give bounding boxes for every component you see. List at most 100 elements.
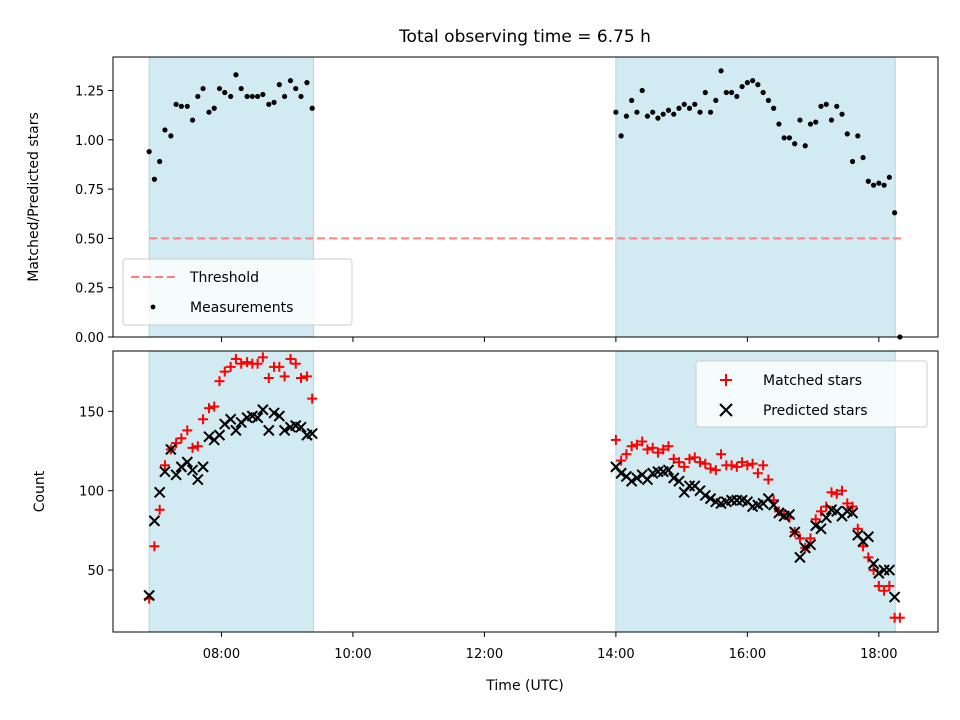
measurement-point	[298, 93, 304, 100]
predicted-star-marker	[668, 472, 680, 484]
matched-star-marker	[616, 455, 627, 466]
matched-star-marker	[149, 541, 160, 552]
measurement-point	[276, 82, 282, 88]
measurement-point	[834, 103, 840, 109]
matched-star-marker	[621, 449, 632, 460]
measurement-point	[178, 103, 184, 109]
matched-star-marker	[689, 452, 700, 463]
matched-star-marker	[257, 352, 268, 363]
observing-window-band	[148, 350, 314, 633]
measurement-point	[162, 127, 168, 133]
measurement-point	[860, 154, 866, 161]
y-tick-label: 0.25	[75, 282, 104, 297]
measurement-point	[613, 109, 619, 115]
matched-star-marker	[626, 441, 637, 452]
matched-star-marker	[658, 444, 669, 455]
predicted-star-marker	[888, 591, 901, 603]
bottom-axes-frame	[112, 350, 939, 633]
measurement-point	[173, 101, 179, 107]
measurement-point	[797, 117, 803, 123]
measurement-point	[195, 93, 201, 100]
matched-star-marker	[679, 461, 690, 472]
measurement-point	[660, 111, 666, 117]
predicted-star-marker	[295, 421, 307, 433]
matched-star-marker	[203, 403, 214, 414]
measurement-point	[881, 182, 887, 188]
predicted-star-marker	[631, 472, 643, 484]
matched-star-marker	[773, 506, 784, 517]
predicted-star-marker	[704, 492, 717, 505]
matched-star-marker	[663, 441, 674, 452]
measurement-point	[650, 109, 656, 115]
measurement-point	[618, 133, 624, 139]
matched-star-marker	[236, 358, 247, 369]
matched-star-marker	[705, 463, 716, 474]
measurement-point	[676, 105, 682, 111]
matched-star-marker	[879, 585, 890, 596]
top-y-ticks: 0.00 0.25 0.50 0.75 1.00 1.25	[75, 85, 113, 346]
x-tick-label: 18:00	[860, 647, 897, 662]
measurement-point	[707, 109, 714, 115]
predicted-star-marker	[820, 511, 832, 524]
matched-star-marker	[726, 460, 737, 471]
matched-star-marker	[831, 488, 842, 499]
measurement-point	[157, 158, 163, 165]
measurement-point	[839, 111, 845, 117]
top-x-ticks	[220, 337, 880, 342]
matched-star-marker	[873, 580, 884, 591]
predicted-star-marker	[251, 411, 264, 424]
measurement-point	[665, 107, 672, 113]
measurement-point	[765, 97, 771, 103]
matched-star-marker	[642, 444, 653, 455]
observing-windows-top	[148, 56, 896, 338]
matched-star-marker	[826, 487, 837, 498]
top-axes-frame	[112, 56, 939, 338]
matched-star-marker	[263, 372, 274, 383]
matched-star-marker	[752, 468, 763, 479]
x-tick-label: 14:00	[597, 647, 634, 662]
measurement-point	[818, 103, 824, 109]
matched-star-marker	[307, 393, 318, 404]
observing-window-band	[615, 56, 896, 338]
matched-star-marker	[230, 353, 241, 364]
matched-star-marker	[214, 376, 225, 387]
predicted-star-marker	[197, 461, 209, 473]
predicted-star-marker	[257, 404, 269, 416]
predicted-star-marker	[773, 507, 785, 519]
matched-star-marker	[242, 357, 253, 368]
matched-star-marker	[747, 458, 758, 469]
predicted-star-marker	[278, 424, 291, 437]
predicted-star-marker	[170, 469, 182, 481]
matched-star-marker	[884, 580, 895, 591]
matched-star-marker	[668, 453, 679, 464]
measurement-point	[255, 93, 261, 100]
measurement-point	[849, 158, 856, 165]
y-tick-label: 1.00	[75, 134, 104, 149]
measurement-point	[692, 101, 698, 107]
measurement-point	[792, 141, 798, 147]
y-tick-label: 100	[79, 485, 104, 500]
measurement-point	[146, 149, 152, 155]
predicted-star-marker	[767, 499, 780, 511]
measurement-point	[781, 135, 787, 141]
measurement-point	[718, 68, 724, 74]
matched-star-marker	[894, 612, 905, 623]
predicted-star-marker	[159, 465, 171, 478]
matched-star-marker	[742, 460, 753, 471]
matched-star-marker	[198, 414, 209, 425]
measurement-points	[146, 68, 903, 340]
predicted-star-marker	[804, 538, 817, 551]
measurement-point	[281, 93, 288, 100]
measurement-point	[629, 97, 635, 103]
predicted-star-marker	[213, 429, 226, 441]
matched-legend-label: Matched stars	[763, 373, 862, 389]
top-y-axis-label: Matched/Predicted stars	[26, 112, 42, 282]
y-tick-label: 0.50	[75, 232, 104, 247]
bottom-y-ticks: 50 100 150	[79, 405, 113, 579]
predicted-star-marker	[815, 523, 827, 535]
matched-star-marker	[637, 436, 648, 447]
predicted-star-marker	[873, 567, 885, 579]
measurement-point	[211, 105, 217, 111]
predicted-star-marker	[268, 407, 280, 419]
